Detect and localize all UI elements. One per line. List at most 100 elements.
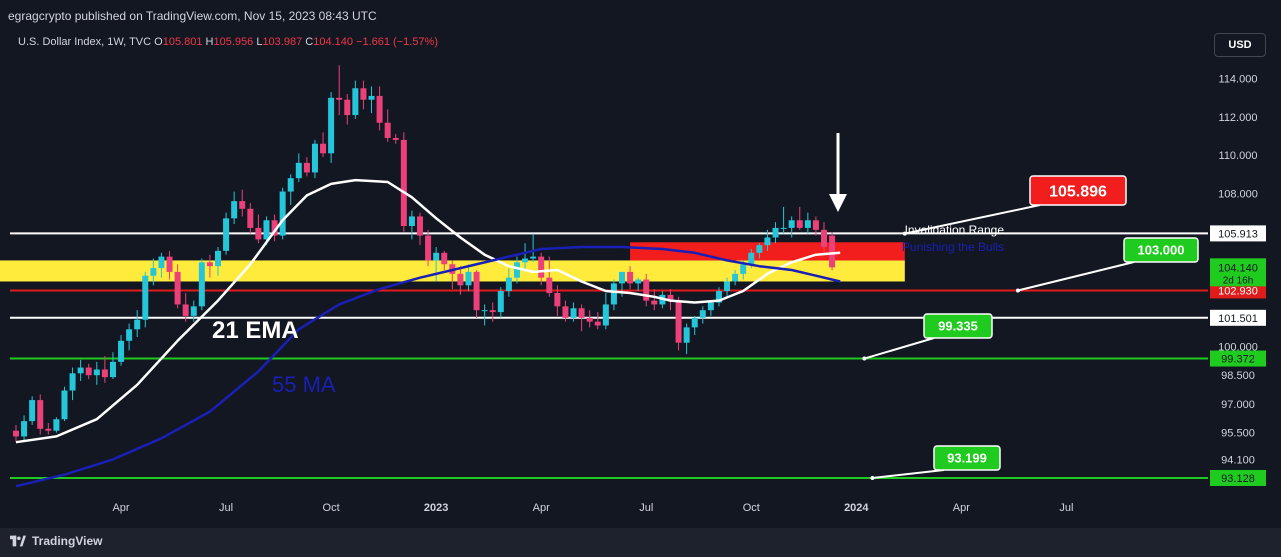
candle-body: [93, 369, 100, 376]
callout-anchor: [1015, 288, 1020, 293]
candle-body: [376, 95, 383, 123]
symbol-name: U.S. Dollar Index, 1W, TVC: [18, 36, 152, 48]
low-value: 103.987: [262, 36, 303, 48]
candle-body: [255, 227, 262, 240]
candle-body: [109, 361, 116, 378]
candle-body: [45, 428, 52, 431]
last-price-label-bg: [1210, 258, 1266, 287]
candle-body: [715, 291, 722, 303]
callout-box: [933, 445, 1001, 471]
candle-body: [417, 216, 423, 236]
price-tick: 112.000: [1219, 112, 1258, 124]
candle-body: [740, 264, 747, 274]
candle-body: [320, 143, 327, 154]
candle-body: [651, 300, 658, 305]
tradingview-icon: [10, 535, 26, 547]
candle-body: [174, 271, 181, 305]
candle-body: [295, 162, 302, 179]
price-tick: 94.100: [1221, 454, 1255, 466]
close-value: 104.140: [313, 36, 353, 48]
time-tick: 2023: [424, 502, 448, 514]
candle-body: [101, 369, 108, 378]
price-axis-label-bg: [1210, 225, 1266, 242]
symbol-legend: U.S. Dollar Index, 1W, TVC O105.801 H105…: [18, 36, 438, 48]
candle-body: [635, 279, 642, 284]
time-tick: Jul: [1059, 502, 1073, 514]
candle-body: [562, 306, 569, 318]
candle-body: [190, 306, 197, 316]
candle-body: [384, 122, 391, 138]
candle-body: [796, 220, 803, 228]
candle-body: [522, 258, 529, 263]
ma-55-annotation: 55 MA: [272, 372, 336, 397]
candle-body: [764, 237, 771, 246]
last-price-label: 104.140: [1218, 262, 1258, 274]
candle-body: [328, 97, 335, 154]
candle-body: [231, 201, 238, 219]
candle-body: [602, 304, 609, 326]
price-axis-label: 102.930: [1218, 285, 1258, 297]
callout-text: 103.000: [1138, 243, 1185, 258]
candle-body: [780, 227, 787, 229]
candle-body: [303, 162, 310, 173]
candle-body: [425, 235, 432, 261]
invalidation-range-label: Invalidation Range: [905, 223, 1005, 237]
candle-body: [29, 400, 36, 422]
ma-55-line: [15, 245, 841, 488]
candle-body: [457, 273, 464, 286]
price-axis-label-bg: [1210, 309, 1266, 326]
price-tick: 97.000: [1221, 399, 1255, 411]
candle-body: [667, 294, 674, 301]
price-axis-label: 93.128: [1221, 473, 1255, 485]
callout-pointer: [904, 204, 1041, 235]
candle-body: [489, 310, 496, 313]
currency-button[interactable]: USD: [1214, 33, 1266, 57]
candle-body: [134, 319, 141, 330]
candle-body: [481, 310, 488, 312]
price-axis-label-bg: [1210, 469, 1266, 486]
close-label: C: [305, 36, 314, 48]
logo-text: TradingView: [32, 534, 103, 548]
price-tick: 108.000: [1218, 188, 1258, 200]
price-axis-label: 99.372: [1221, 354, 1255, 366]
price-tick: 114.000: [1219, 74, 1258, 86]
candle-body: [675, 300, 682, 343]
callout-box: [923, 313, 993, 339]
candle-body: [150, 268, 157, 276]
time-tick: Apr: [533, 502, 550, 514]
candle-body: [513, 262, 520, 278]
candle-body: [13, 430, 19, 437]
callout-text: 99.335: [938, 319, 978, 334]
candle-body: [311, 143, 318, 173]
candle-body: [821, 229, 827, 248]
candle-body: [546, 277, 553, 293]
candle-body: [61, 390, 68, 420]
candle-body: [538, 256, 545, 278]
candle-body: [643, 279, 650, 301]
price-chart[interactable]: Invalidation Range Punishing the Bulls 21 …: [0, 0, 1281, 528]
callout-pointer: [1017, 261, 1135, 292]
time-tick: 2024: [844, 502, 869, 514]
low-label: L: [256, 36, 263, 48]
candle-body: [158, 256, 165, 269]
candle-body: [829, 235, 836, 268]
price-tick: 98.500: [1221, 370, 1255, 382]
candle-body: [247, 208, 254, 228]
ema-21-annotation: 21 EMA: [212, 317, 299, 344]
candle-body: [69, 373, 76, 391]
callout-box: [1123, 237, 1199, 263]
tradingview-logo[interactable]: TradingView: [10, 534, 102, 548]
candle-body: [118, 340, 125, 362]
punishing-bulls-label: Punishing the Bulls: [902, 240, 1004, 254]
candle-body: [263, 220, 270, 240]
open-value: 105.801: [162, 36, 203, 48]
candle-body: [223, 218, 230, 251]
candle-body: [578, 308, 585, 318]
candle-body: [126, 329, 133, 341]
candle-body: [206, 262, 213, 267]
price-axis-label: 105.913: [1218, 228, 1258, 240]
candle-body: [619, 271, 625, 284]
time-tick: Jul: [219, 502, 233, 514]
callout-text: 93.199: [947, 451, 987, 466]
candle-body: [433, 252, 440, 261]
